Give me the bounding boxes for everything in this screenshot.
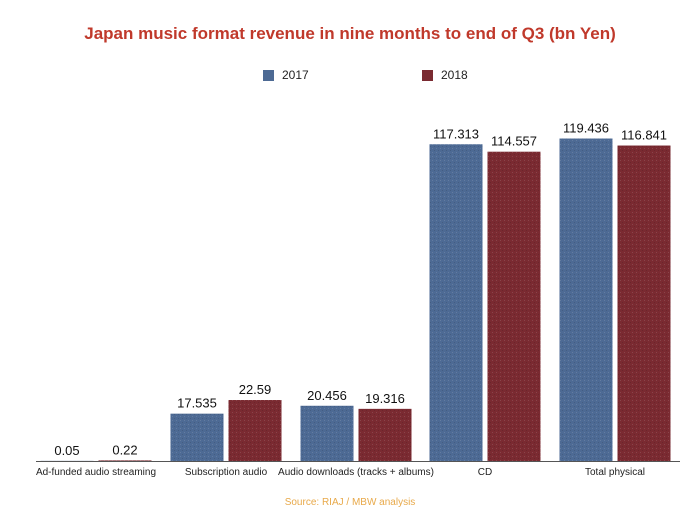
legend-item-2018: 2018 [422,68,468,82]
bar-2017-3 [429,144,483,462]
category-label-4: Total physical [585,467,645,478]
value-label-2017-3: 117.313 [433,126,479,141]
value-label-2018-3: 114.557 [491,134,537,149]
bar-2017-2 [300,405,354,461]
bar-2018-4 [617,145,671,461]
category-label-3: CD [478,467,492,478]
bar-2018-1 [228,400,282,461]
legend: 2017 2018 [0,68,700,84]
value-label-2018-1: 22.59 [239,382,272,397]
bar-2018-2 [358,408,412,461]
value-label-2017-0: 0.05 [54,443,79,458]
category-label-1: Subscription audio [185,467,268,478]
legend-label-2017: 2017 [282,68,309,82]
legend-swatch-2017 [263,69,274,81]
bar-2017-1 [170,413,224,461]
legend-item-2017: 2017 [263,68,309,82]
value-label-2017-4: 119.436 [563,121,609,136]
bar-2018-3 [487,151,541,461]
legend-label-2018: 2018 [441,68,468,82]
source-note: Source: RIAJ / MBW analysis [284,497,416,508]
value-label-2018-4: 116.841 [621,128,667,143]
bar-2017-4 [559,138,613,461]
value-label-2017-2: 20.456 [307,388,347,403]
category-label-2: Audio downloads (tracks + albums) [278,467,434,478]
category-label-0: Ad-funded audio streaming [36,467,156,478]
value-label-2017-1: 17.535 [177,396,217,411]
value-label-2018-2: 19.316 [365,391,405,406]
chart-title: Japan music format revenue in nine month… [84,24,616,43]
legend-swatch-2018 [422,69,433,81]
bar-2018-0 [98,460,152,461]
value-label-2018-0: 0.22 [112,442,137,457]
